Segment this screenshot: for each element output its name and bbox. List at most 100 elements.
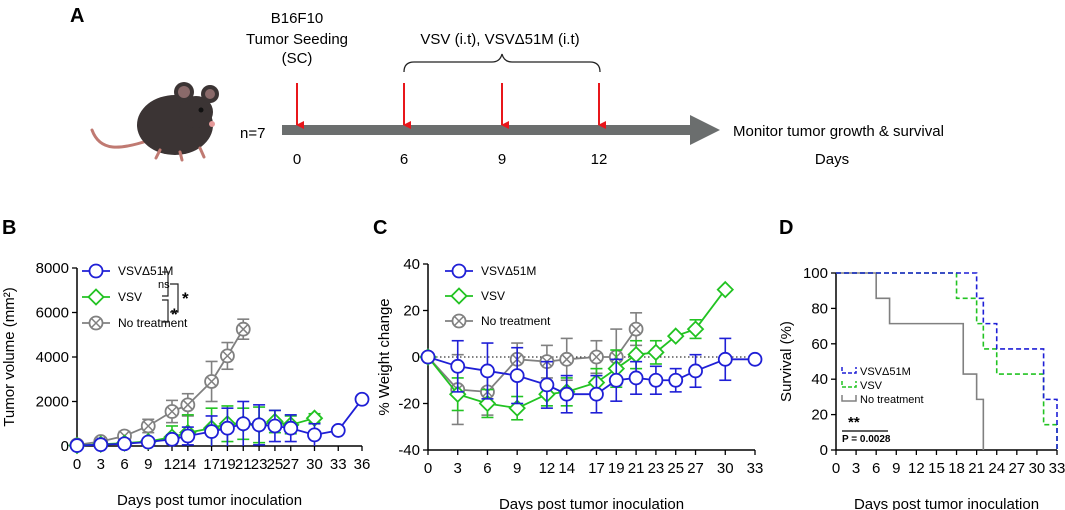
x-tick-label: 30: [306, 456, 323, 473]
panel-b-letter: B: [2, 217, 16, 239]
data-point-circle: [220, 420, 235, 436]
x-tick-label: 0: [73, 456, 81, 473]
survival-curve-vsv: [836, 272, 1058, 450]
y-tick-label: 40: [811, 371, 828, 388]
x-tick-label: 27: [1008, 460, 1025, 477]
data-point-circle: [688, 363, 703, 379]
y-tick-label: 0: [61, 438, 69, 455]
data-point-circle: [330, 423, 346, 438]
x-tick-label: 17: [588, 460, 605, 477]
data-point-diamond: [450, 287, 468, 305]
x-axis-label: Days post tumor inoculation: [117, 492, 302, 509]
x-tick-label: 25: [267, 456, 284, 473]
data-point-circle: [180, 428, 196, 444]
series-vsv-51m: [420, 337, 763, 414]
legend-label: No treatment: [860, 394, 924, 406]
mouse-icon: [90, 82, 219, 162]
legend-label: VSVΔ51M: [481, 264, 536, 278]
x-tick-label: 12: [908, 460, 925, 477]
data-point-diamond: [478, 394, 497, 413]
x-axis-label: Days post tumor inoculation: [499, 496, 684, 510]
bracket-ns: [162, 271, 169, 297]
n-label: n=7: [240, 125, 265, 142]
x-tick-label: 24: [988, 460, 1005, 477]
data-point-circle: [235, 416, 251, 432]
panel-c-letter: C: [373, 217, 387, 239]
treatment-label: VSV (i.t), VSVΔ51M (i.t): [420, 31, 579, 48]
significance-brackets: ns **: [158, 271, 189, 324]
data-point-circle: [164, 431, 180, 447]
panel-d-letter: D: [779, 217, 793, 239]
significance-ns: ns: [158, 279, 170, 291]
data-point-circle: [480, 363, 495, 379]
p-value-label: P = 0.0028: [842, 434, 891, 445]
significance-stars: **: [848, 414, 860, 431]
data-point-cross: [182, 399, 193, 410]
legend: VSVΔ51M VSV No treatment: [841, 366, 924, 406]
legend-line: [841, 367, 857, 374]
x-axis-label: Days post tumor inoculation: [854, 496, 1039, 510]
legend-label: No treatment: [118, 316, 188, 330]
x-tick-label: 9: [513, 460, 521, 477]
x-tick-label: 9: [144, 456, 152, 473]
data-point-circle: [539, 377, 555, 393]
data-point-circle: [204, 424, 219, 439]
data-point-circle: [450, 358, 466, 374]
x-tick-label: 33: [747, 460, 764, 477]
series-vsv-51m: [69, 391, 370, 453]
series-vsv: [419, 280, 735, 421]
data-point-circle: [267, 418, 283, 434]
legend: VSVΔ51M VSV No treatment: [445, 263, 551, 329]
legend-line: [841, 381, 857, 388]
x-tick-label: 17: [203, 456, 220, 473]
data-point-circle: [648, 372, 664, 388]
data-point-cross: [561, 354, 572, 365]
x-tick-label: 33: [330, 456, 347, 473]
y-axis-label: Tumor volume (mm²): [1, 287, 18, 426]
data-point-circle: [354, 391, 370, 407]
data-point-cross: [238, 324, 249, 335]
legend-label: VSV: [860, 380, 883, 392]
bracket-vsv-vs-nt: [162, 299, 169, 323]
x-tick-label: 21: [628, 460, 645, 477]
x-tick-label: 3: [454, 460, 462, 477]
timeline-day-label: 0: [293, 151, 301, 168]
legend-label: VSV: [481, 289, 505, 303]
data-point-circle: [420, 349, 436, 365]
data-point-cross: [591, 351, 602, 363]
data-point-circle: [283, 420, 299, 436]
data-point-circle: [88, 263, 104, 279]
legend-label: VSVΔ51M: [118, 264, 173, 278]
y-tick-label: 8000: [36, 260, 69, 277]
legend-line: [841, 395, 857, 402]
data-point-circle: [628, 370, 644, 386]
y-tick-label: -40: [398, 442, 420, 459]
x-tick-label: 0: [424, 460, 432, 477]
significance-star: *: [171, 305, 178, 324]
y-axis-label: % Weight change: [376, 298, 393, 415]
panel-a-letter: A: [70, 5, 84, 27]
x-tick-label: 36: [354, 456, 371, 473]
x-tick-label: 3: [97, 456, 105, 473]
y-tick-label: 60: [811, 336, 828, 353]
panel-a: A B16F10 Tumor Seeding (SC) VSV (i.t), V…: [70, 5, 944, 168]
x-tick-label: 27: [282, 456, 299, 473]
x-tick-label: 30: [717, 460, 734, 477]
y-tick-label: 80: [811, 300, 828, 317]
timeline-bar: [282, 125, 692, 135]
data-point-diamond: [87, 288, 105, 306]
days-label: Days: [815, 151, 849, 168]
y-tick-label: 0: [820, 442, 828, 459]
panel-c-chart: -40 -20 0 20 40 0 3 6 9 12 14 17 19 21 23 25 27 30 33 Days …: [376, 256, 763, 510]
data-point-diamond: [627, 345, 645, 364]
x-tick-label: 9: [892, 460, 900, 477]
x-tick-label: 21: [968, 460, 985, 477]
y-tick-label: 4000: [36, 349, 69, 366]
data-point-cross: [166, 406, 178, 417]
data-point-diamond: [716, 280, 735, 299]
data-point-diamond: [508, 399, 526, 417]
x-tick-label: 15: [928, 460, 945, 477]
